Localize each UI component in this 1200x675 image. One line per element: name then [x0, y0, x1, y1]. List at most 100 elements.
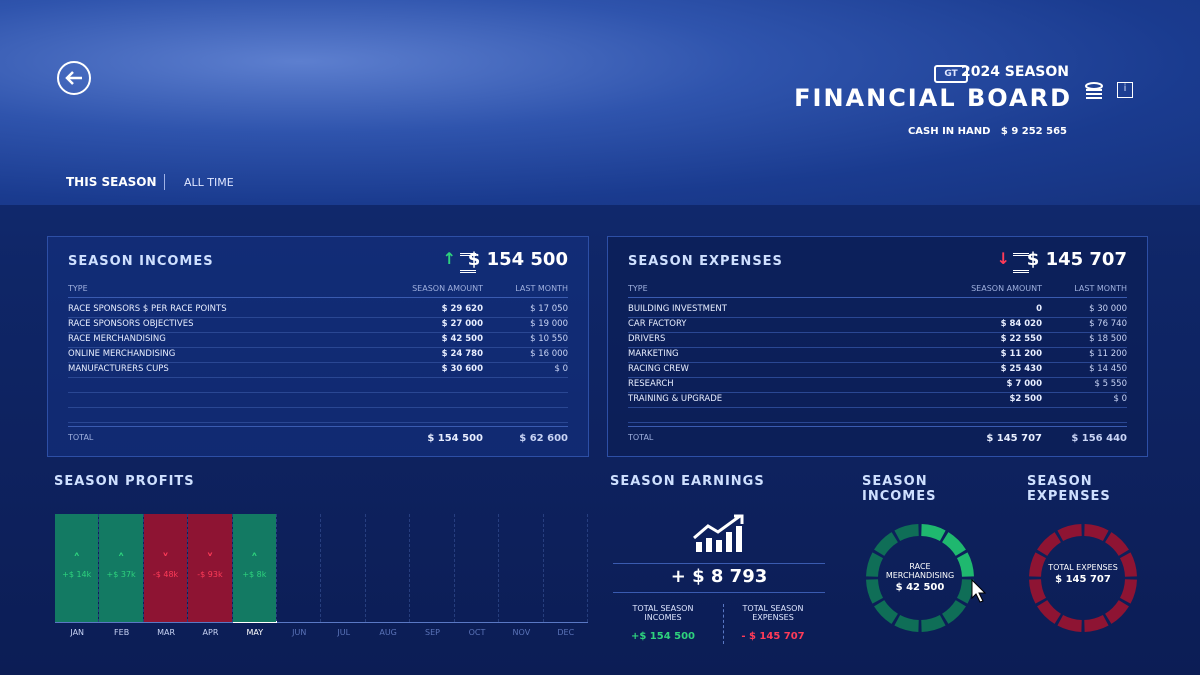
- donut-segment: [956, 552, 974, 578]
- month-label: APR: [202, 628, 219, 637]
- cash-value: $ 9 252 565: [1000, 126, 1067, 137]
- column-label: TYPE: [68, 284, 88, 293]
- donut-segment: [920, 614, 946, 632]
- section-title: SEASON EARNINGS: [610, 474, 765, 489]
- total-row: TOTAL $ 145 707 $ 156 440: [628, 426, 1127, 449]
- cell: $ 156 440: [1071, 433, 1127, 444]
- donut-segment: [941, 532, 966, 557]
- grid-column: [99, 514, 144, 622]
- table-row: [68, 392, 568, 408]
- donut-segment: [866, 552, 884, 578]
- donut-segment: [1083, 524, 1109, 542]
- profit-label: -$ 48k: [152, 570, 179, 579]
- cell: $ 10 550: [530, 334, 568, 344]
- trend-chevron: ˄: [250, 552, 258, 568]
- donut-segment: [1119, 578, 1137, 604]
- grid-column: [366, 514, 411, 622]
- donut-segment: [894, 614, 920, 632]
- cell: $ 5 550: [1094, 379, 1127, 389]
- incomes-label: TOTAL SEASON INCOMES: [632, 604, 694, 622]
- cell: $ 30 600: [441, 364, 483, 374]
- info-button[interactable]: i: [1117, 82, 1133, 98]
- cell: $ 0: [1113, 394, 1127, 404]
- profit-label: +$ 37k: [106, 570, 136, 579]
- trend-chevron: ˅: [162, 552, 170, 568]
- profit-bar: ˅ -$ 93k: [188, 514, 232, 622]
- cell: $ 29 620: [441, 304, 483, 314]
- donut-segment: [941, 599, 966, 624]
- expenses-value: - $ 145 707: [741, 631, 805, 642]
- panel-title: SEASON EXPENSES: [628, 254, 783, 269]
- table-row: TRAINING & UPGRADE $2 500 $ 0: [628, 392, 1127, 408]
- donut-segment: [1037, 599, 1062, 624]
- donut-segment: [956, 578, 974, 604]
- tab[interactable]: THIS SEASON: [66, 175, 157, 189]
- table-row: [68, 407, 568, 423]
- donut-segment: [1104, 599, 1129, 624]
- cell: $ 145 707: [986, 433, 1042, 444]
- table-row: RACE SPONSORS $ PER RACE POINTS $ 29 620 $…: [68, 302, 568, 318]
- table-row: RACING CREW $ 25 430 $ 14 450: [628, 362, 1127, 378]
- grid-column: [277, 514, 322, 622]
- trend-chevron: ˄: [117, 552, 125, 568]
- cell: $ 17 050: [530, 304, 568, 314]
- profit-label: +$ 14k: [62, 570, 92, 579]
- donut-value: $ 42 500: [895, 582, 945, 593]
- month-label: JUN: [292, 628, 307, 637]
- current-marker: [232, 621, 278, 623]
- column-label: LAST MONTH: [1074, 284, 1127, 293]
- cash-label: CASH IN HAND: [907, 126, 991, 137]
- header-banner: GT 2024 SEASON FINANCIAL BOARD i CASH IN…: [0, 0, 1200, 205]
- grid-column: [188, 514, 233, 622]
- cell: $ 30 000: [1089, 304, 1127, 314]
- donuts: [866, 524, 1137, 632]
- cell: 0: [1036, 304, 1042, 314]
- table-row: RACE MERCHANDISING $ 42 500 $ 10 550: [68, 332, 568, 348]
- column-label: TYPE: [628, 284, 648, 293]
- cell: TRAINING & UPGRADE: [628, 394, 723, 404]
- coins-icon: [1085, 82, 1103, 99]
- donut-segment: [1104, 532, 1129, 557]
- cell: $ 16 000: [530, 349, 568, 359]
- logo: GT: [934, 65, 968, 83]
- donut-segment: [894, 524, 920, 542]
- cell: $ 14 450: [1089, 364, 1127, 374]
- panel-title: SEASON INCOMES: [68, 254, 214, 269]
- table-row: BUILDING INVESTMENT 0 $ 30 000: [628, 302, 1127, 318]
- section-title: SEASON INCOMES: [862, 474, 937, 504]
- cell: $ 18 500: [1089, 334, 1127, 344]
- divider: [723, 604, 724, 644]
- donut-label: TOTAL EXPENSES: [1048, 563, 1118, 572]
- section-title: SEASON PROFITS: [54, 474, 195, 489]
- grid-column: [410, 514, 455, 622]
- incomes-value: +$ 154 500: [630, 631, 696, 642]
- table-row: [68, 377, 568, 393]
- cell: RACE SPONSORS OBJECTIVES: [68, 319, 194, 329]
- tab[interactable]: ALL TIME: [184, 176, 234, 189]
- expenses-label: TOTAL SEASON EXPENSES: [742, 604, 804, 622]
- profit-label: +$ 8k: [242, 570, 267, 579]
- panel-total: $ 154 500: [467, 249, 568, 270]
- donut-segment: [1119, 552, 1137, 578]
- cell: MANUFACTURERS CUPS: [68, 364, 169, 374]
- table-row: DRIVERS $ 22 550 $ 18 500: [628, 332, 1127, 348]
- table-row: ONLINE MERCHANDISING $ 24 780 $ 16 000: [68, 347, 568, 363]
- grid-column: [322, 514, 366, 622]
- donut-value: $ 145 707: [1055, 574, 1111, 585]
- incomes-panel: SEASON INCOMES $ 154 500 ↑ TYPE SEASON AMOUN…: [47, 236, 589, 457]
- month-label: DEC: [557, 628, 575, 637]
- cell: $ 42 500: [441, 334, 483, 344]
- cell: TOTAL: [628, 433, 654, 442]
- month-label: FEB: [114, 628, 130, 637]
- back-button[interactable]: [56, 60, 92, 96]
- profit-bar: ˄ +$ 8k: [232, 514, 277, 622]
- cell: $ 19 000: [530, 319, 568, 329]
- title: FINANCIAL BOARD: [794, 84, 1072, 112]
- panel-total: $ 145 707: [1026, 249, 1127, 270]
- cell: $ 62 600: [519, 433, 568, 444]
- column-header: TYPE SEASON AMOUNT LAST MONTH: [628, 282, 1127, 298]
- earnings-value: + $ 8 793: [670, 566, 768, 587]
- profit-bar: ˄ +$ 37k: [99, 514, 143, 622]
- cell: $ 24 780: [441, 349, 483, 359]
